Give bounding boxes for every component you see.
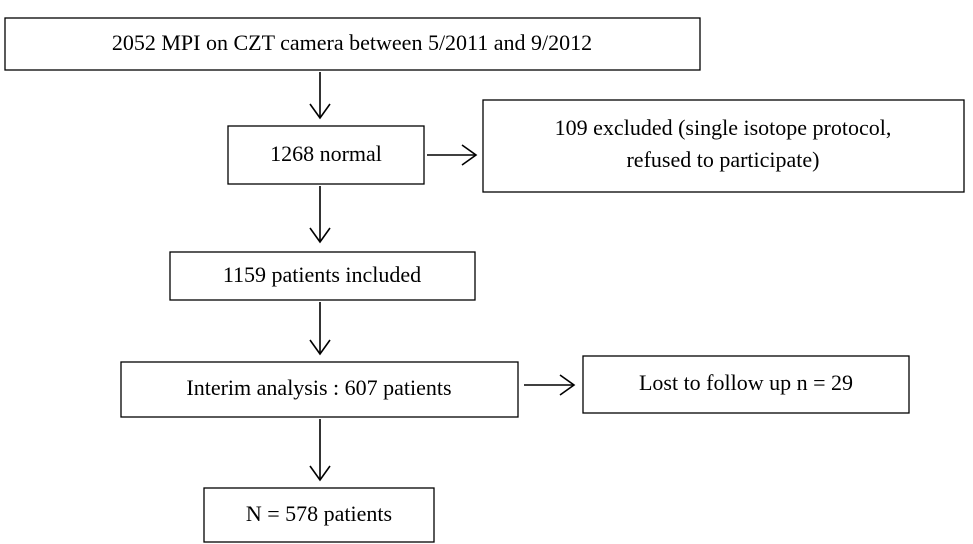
node-label: Interim analysis : 607 patients (186, 375, 451, 400)
node-box (582, 355, 910, 414)
arrow (309, 302, 331, 356)
node-label: 2052 MPI on CZT camera between 5/2011 an… (112, 30, 592, 55)
arrow (309, 419, 331, 482)
node: 109 excluded (single isotope protocol, r… (482, 99, 965, 193)
node-box (169, 251, 476, 301)
node-label: 1159 patients included (223, 262, 421, 287)
node-box (482, 99, 965, 193)
node-box (227, 125, 425, 185)
node: Lost to follow up n = 29 (582, 355, 910, 414)
arrow (309, 72, 331, 120)
arrow (309, 186, 331, 244)
arrow (427, 144, 478, 166)
node: Interim analysis : 607 patients (120, 361, 519, 418)
node-label: refused to participate) (626, 147, 819, 172)
node-box (203, 487, 435, 543)
arrow (524, 374, 576, 396)
node: 1159 patients included (169, 251, 476, 301)
node-label: Lost to follow up n = 29 (639, 370, 853, 395)
node: 1268 normal (227, 125, 425, 185)
node-box (120, 361, 519, 418)
node-label: 109 excluded (single isotope protocol, (555, 115, 892, 140)
node-label: N = 578 patients (246, 501, 392, 526)
node-label: 1268 normal (270, 141, 382, 166)
node-box (4, 17, 701, 71)
node: N = 578 patients (203, 487, 435, 543)
node: 2052 MPI on CZT camera between 5/2011 an… (4, 17, 701, 71)
